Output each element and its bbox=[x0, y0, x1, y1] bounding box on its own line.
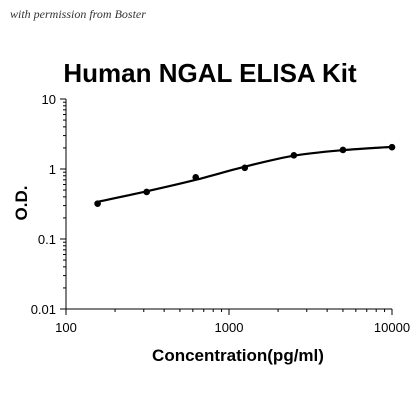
y-tick-label: 0.1 bbox=[38, 232, 56, 247]
data-point bbox=[192, 174, 200, 181]
y-axis-title: O.D. bbox=[12, 186, 31, 221]
tick-labels: 0.01 0.1 1 10 100 1000 10000 bbox=[31, 92, 410, 335]
x-tick-label: 10000 bbox=[374, 320, 410, 335]
data-point bbox=[241, 164, 249, 172]
data-point bbox=[143, 188, 150, 196]
x-axis-title: Concentration(pg/ml) bbox=[152, 346, 324, 365]
permission-caption: with permission from Boster bbox=[10, 7, 146, 21]
data-points bbox=[94, 143, 396, 207]
x-tick-label: 100 bbox=[55, 320, 77, 335]
fit-curve bbox=[97, 145, 393, 203]
data-point bbox=[388, 143, 396, 151]
y-tick-label: 0.01 bbox=[31, 302, 56, 317]
data-point bbox=[339, 146, 347, 154]
x-tick-label: 1000 bbox=[215, 320, 244, 335]
y-tick-label: 10 bbox=[42, 92, 56, 107]
data-point bbox=[290, 151, 298, 159]
data-point bbox=[94, 200, 101, 207]
axis-ticks bbox=[60, 98, 393, 315]
chart-title: Human NGAL ELISA Kit bbox=[63, 58, 357, 88]
y-tick-label: 1 bbox=[49, 162, 56, 177]
axes bbox=[65, 99, 392, 310]
